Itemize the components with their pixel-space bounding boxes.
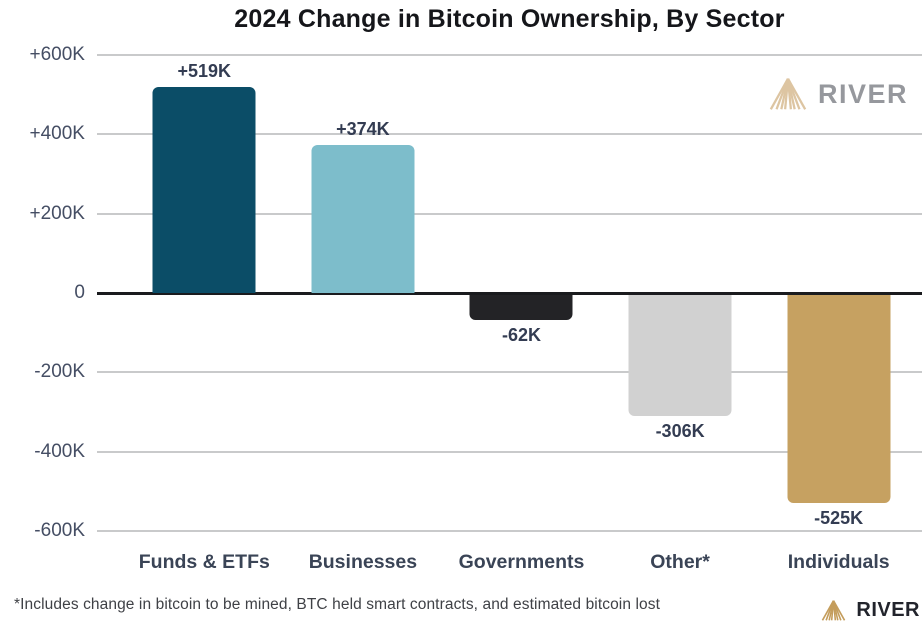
gridline xyxy=(97,450,922,453)
bar-value-label: -62K xyxy=(501,324,541,345)
river-logo-footer: RIVER xyxy=(820,599,920,622)
bar-column: -525K xyxy=(759,55,918,531)
plot-area: +600K +400K +200K 0 -200K -400K -600K +519K +37… xyxy=(0,44,922,541)
bar xyxy=(311,144,415,293)
bar xyxy=(469,295,573,320)
bar-value-label: -525K xyxy=(814,508,864,529)
bar-column: -62K xyxy=(442,55,601,531)
bars-layer: +519K +374K -62K -306K -525K xyxy=(125,55,918,531)
bar xyxy=(152,87,256,293)
y-axis-tick-label: +400K xyxy=(29,123,85,145)
y-axis-tick-label: 0 xyxy=(74,282,85,303)
footnote: *Includes change in bitcoin to be mined,… xyxy=(14,596,660,613)
y-axis-tick-label: +200K xyxy=(29,202,85,224)
y-axis-tick-label: +600K xyxy=(29,44,85,65)
category-label: Individuals xyxy=(787,551,890,573)
bar-value-label: +519K xyxy=(177,61,232,82)
bar-value-label: +374K xyxy=(336,118,390,139)
y-axis-tick-label: -600K xyxy=(34,520,85,541)
gridline xyxy=(97,133,922,136)
y-axis-tick-label: -200K xyxy=(34,361,85,383)
bar-value-label: -306K xyxy=(655,421,705,442)
chart-title: 2024 Change in Bitcoin Ownership, By Sec… xyxy=(234,5,785,33)
gridline xyxy=(97,212,922,215)
gridline xyxy=(97,54,922,56)
category-label: Governments xyxy=(458,551,585,573)
gridline xyxy=(97,530,922,532)
river-peak-icon xyxy=(769,78,807,110)
river-logo-text: RIVER xyxy=(856,599,920,621)
y-axis-tick-label: -400K xyxy=(34,440,85,462)
gridline xyxy=(97,371,922,374)
zero-line xyxy=(97,291,922,295)
bar-column: -306K xyxy=(601,55,760,531)
river-peak-icon xyxy=(822,600,846,621)
category-label: Businesses xyxy=(308,551,418,573)
bar xyxy=(787,295,891,504)
category-label: Funds & ETFs xyxy=(138,551,270,573)
river-logo-watermark: RIVER xyxy=(767,76,908,112)
bar-column: +374K xyxy=(284,55,443,531)
bar-column: +519K xyxy=(125,55,284,531)
category-label: Other* xyxy=(650,551,710,573)
river-logo-text: RIVER xyxy=(817,78,908,109)
x-axis: Funds & ETFs Businesses Governments Other* I… xyxy=(125,551,918,574)
bar xyxy=(628,295,732,417)
